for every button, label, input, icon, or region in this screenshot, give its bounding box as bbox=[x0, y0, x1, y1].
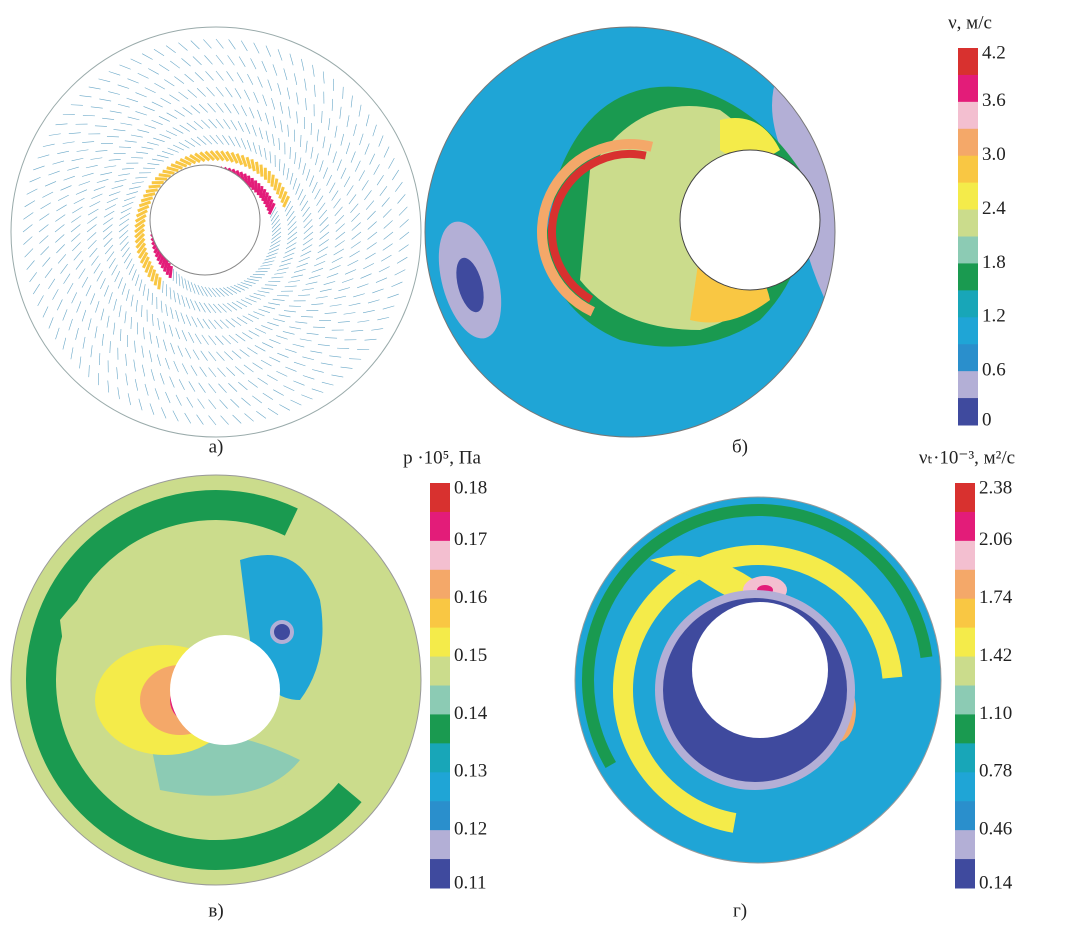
pressure-contours bbox=[0, 433, 463, 926]
colorbar-swatch bbox=[955, 830, 975, 859]
colorbar-label: 0.15 bbox=[454, 645, 487, 666]
colorbar-swatch bbox=[955, 570, 975, 599]
colorbar-swatch bbox=[430, 801, 450, 830]
colorbar-swatch bbox=[430, 628, 450, 657]
vector bbox=[155, 274, 157, 286]
colorbar-swatch bbox=[958, 156, 978, 183]
figure: а) б) в) г) ν, м/с 4.2 3.6 3.0 2.4 1.8 1.2 0.6 0… bbox=[0, 0, 1088, 927]
colorbar-swatch bbox=[958, 398, 978, 425]
colorbar-label: 4.2 bbox=[982, 42, 1006, 63]
vector bbox=[170, 266, 171, 278]
colorbar-swatch bbox=[955, 743, 975, 772]
vector-field bbox=[11, 27, 421, 437]
viscosity-contours bbox=[526, 448, 990, 912]
vector bbox=[149, 186, 161, 187]
colorbar-swatch bbox=[958, 102, 978, 129]
vector bbox=[261, 165, 262, 177]
colorbar-label: 0.78 bbox=[979, 761, 1012, 782]
vector bbox=[269, 171, 270, 183]
vector bbox=[257, 162, 259, 174]
colorbar-label: 0.13 bbox=[454, 761, 487, 782]
colorbar-label: 3.6 bbox=[982, 90, 1006, 111]
colorbar-swatch bbox=[955, 714, 975, 743]
colorbar-label: 1.10 bbox=[979, 703, 1012, 724]
colorbar-swatch bbox=[430, 686, 450, 715]
colorbar-label: 2.06 bbox=[979, 529, 1012, 550]
hole bbox=[150, 165, 260, 275]
colorbar-swatch bbox=[958, 75, 978, 102]
colorbar-label: 0.11 bbox=[454, 872, 487, 893]
panel-caption: в) bbox=[208, 900, 223, 921]
colorbar-swatch bbox=[430, 714, 450, 743]
colorbar-swatch bbox=[955, 686, 975, 715]
colorbar-swatch bbox=[955, 801, 975, 830]
vector bbox=[272, 175, 273, 187]
colorbar-label: 0.12 bbox=[454, 819, 487, 840]
colorbar-swatch bbox=[955, 859, 975, 888]
colorbar-title: p ·10⁵, Па bbox=[403, 447, 481, 468]
vector bbox=[159, 277, 160, 289]
vector bbox=[146, 190, 158, 192]
colorbar-swatch bbox=[958, 237, 978, 264]
vector bbox=[249, 176, 251, 188]
colorbar-label: 0.14 bbox=[979, 872, 1013, 893]
colorbar-label: 2.4 bbox=[982, 198, 1006, 219]
colorbar-label: 0.46 bbox=[979, 819, 1012, 840]
colorbar-label: 1.8 bbox=[982, 252, 1006, 273]
colorbar-label: 1.74 bbox=[979, 587, 1013, 608]
colorbar-label: 0.6 bbox=[982, 360, 1006, 381]
colorbar-swatch bbox=[955, 512, 975, 541]
colorbar-label: 0 bbox=[982, 409, 992, 430]
colorbar-swatch bbox=[430, 743, 450, 772]
colorbar-swatch bbox=[958, 263, 978, 290]
colorbar-title: ν, м/с bbox=[948, 12, 992, 33]
colorbar-label: 0.18 bbox=[454, 477, 487, 498]
colorbar-swatch bbox=[958, 129, 978, 156]
colorbar-swatch bbox=[955, 541, 975, 570]
colorbar-swatch bbox=[958, 210, 978, 237]
colorbar-swatch bbox=[430, 772, 450, 801]
colorbar-label: 0.16 bbox=[454, 587, 487, 608]
colorbar-swatch bbox=[955, 628, 975, 657]
colorbar-swatch bbox=[958, 371, 978, 398]
colorbar-swatch bbox=[958, 344, 978, 371]
vector bbox=[163, 171, 175, 173]
colorbar-label: 1.42 bbox=[979, 645, 1012, 666]
panel-caption: а) bbox=[209, 436, 224, 457]
colorbar-swatch bbox=[430, 599, 450, 628]
panel-caption: г) bbox=[733, 900, 747, 921]
vector bbox=[275, 179, 277, 191]
colorbar-swatch bbox=[430, 483, 450, 512]
colorbar-label: 0.17 bbox=[454, 529, 487, 550]
colorbar-swatch bbox=[958, 183, 978, 210]
colorbar-swatch bbox=[430, 541, 450, 570]
colorbar-label: 2.38 bbox=[979, 477, 1012, 498]
vector bbox=[252, 178, 253, 190]
vector bbox=[261, 186, 262, 198]
colorbar-label: 0.14 bbox=[454, 703, 488, 724]
colorbar-swatch bbox=[955, 657, 975, 686]
vector bbox=[258, 183, 259, 195]
colorbar-swatch bbox=[430, 570, 450, 599]
colorbar-swatch bbox=[958, 317, 978, 344]
colorbar-swatch bbox=[430, 859, 450, 888]
colorbar-swatch bbox=[958, 290, 978, 317]
colorbar-label: 1.2 bbox=[982, 306, 1006, 327]
velocity-contours bbox=[425, 27, 887, 437]
colorbar-swatch bbox=[958, 48, 978, 75]
vector bbox=[155, 179, 167, 180]
panel-caption: б) bbox=[732, 436, 748, 457]
colorbar-swatch bbox=[430, 657, 450, 686]
colorbar-swatch bbox=[955, 599, 975, 628]
colorbar-swatch bbox=[955, 483, 975, 512]
vector bbox=[159, 175, 171, 176]
colorbar-swatch bbox=[955, 772, 975, 801]
colorbar-swatch bbox=[430, 830, 450, 859]
colorbar-swatch bbox=[430, 512, 450, 541]
colorbar-label: 3.0 bbox=[982, 144, 1006, 165]
colorbar-title: νₜ·10⁻³, м²/с bbox=[919, 447, 1015, 468]
